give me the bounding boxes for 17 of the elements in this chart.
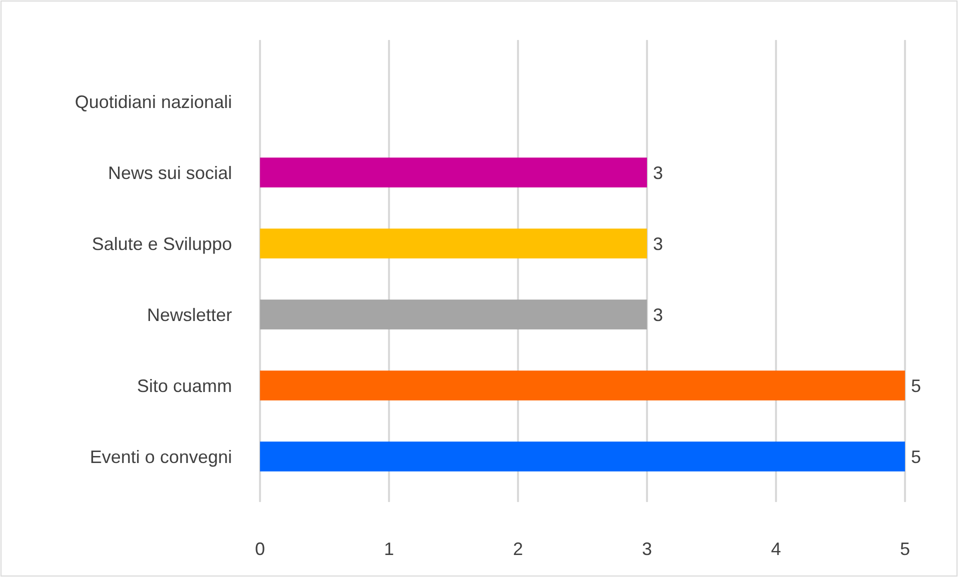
data-label: 3 (653, 234, 664, 254)
y-tick-label: Salute e Sviluppo (92, 234, 232, 254)
x-tick-label: 0 (254, 539, 266, 559)
y-tick-label: News sui social (108, 162, 232, 183)
y-tick-label: Sito cuamm (136, 376, 232, 396)
x-tick-label: 2 (512, 539, 524, 559)
y-tick-label: Newsletter (146, 304, 232, 325)
data-label: 5 (911, 446, 922, 467)
x-tick-label: 5 (900, 539, 910, 559)
data-label: 3 (653, 304, 664, 325)
x-tick-label: 1 (384, 539, 394, 559)
data-label: 5 (911, 376, 922, 396)
data-label: 3 (653, 162, 664, 183)
x-tick-label: 4 (770, 539, 782, 559)
y-tick-label: Quotidiani nazionali (74, 92, 232, 112)
y-tick-label: Eventi o convegni (90, 446, 232, 467)
x-tick-label: 3 (642, 539, 652, 559)
